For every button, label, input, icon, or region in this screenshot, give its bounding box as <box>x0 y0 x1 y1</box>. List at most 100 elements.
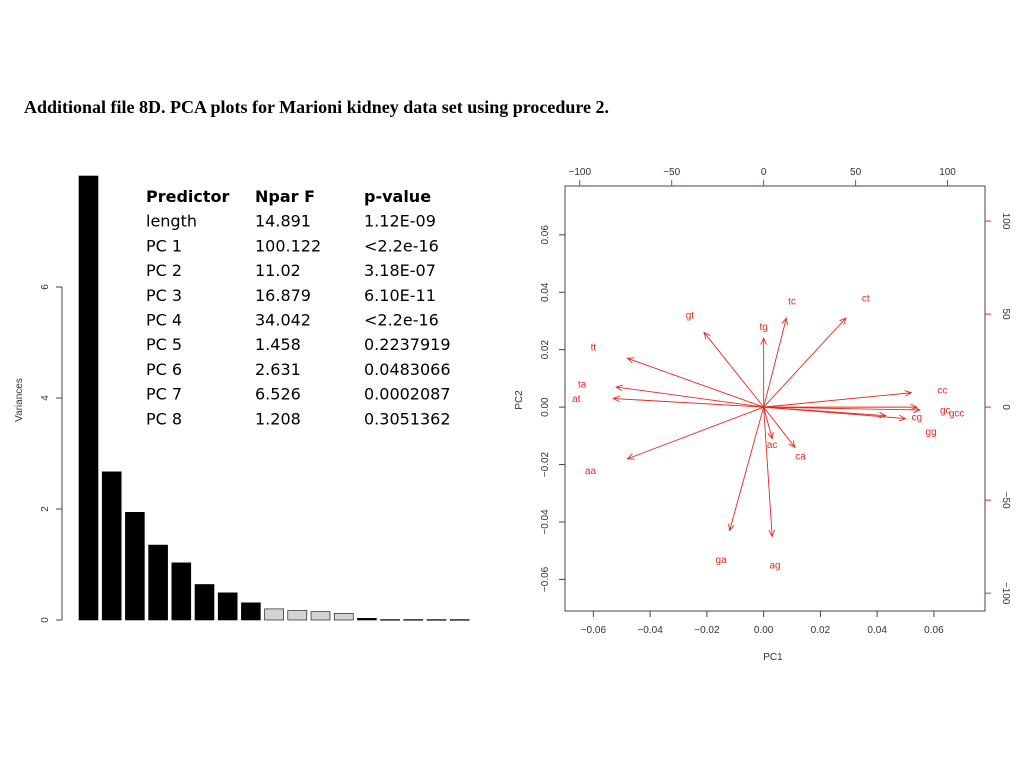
biplot-y-axis-label: PC2 <box>514 390 525 410</box>
biplot-x-tick-label: −0.02 <box>694 625 720 636</box>
table-cell: <2.2e-16 <box>364 236 439 255</box>
loading-label: ta <box>578 380 587 391</box>
loading-arrow <box>763 317 787 408</box>
table-header: Npar F <box>255 187 315 206</box>
biplot-top-tick-label: 100 <box>939 167 956 178</box>
table-header: Predictor <box>146 187 230 206</box>
table-cell: 34.042 <box>255 311 311 330</box>
biplot-y-tick-label: −0.04 <box>540 509 551 535</box>
biplot-x-tick-label: 0.02 <box>811 625 831 636</box>
loading-arrowhead <box>898 414 907 422</box>
loading-label: cc <box>937 385 947 396</box>
loading-label: aa <box>585 466 597 477</box>
biplot-y-tick-label: 0.06 <box>540 225 551 245</box>
scree-bar <box>426 619 447 621</box>
table-cell: 6.526 <box>255 385 301 404</box>
table-header: p-value <box>364 187 431 206</box>
scree-bar <box>217 592 238 621</box>
table-cell: PC 7 <box>146 385 182 404</box>
table-cell: 1.458 <box>255 335 301 354</box>
table-cell: 11.02 <box>255 261 301 280</box>
scree-y-tick-label: 0 <box>40 617 51 623</box>
loading-arrowhead <box>904 390 913 397</box>
table-cell: PC 1 <box>146 236 182 255</box>
biplot-y-tick-label: 0.02 <box>540 340 551 360</box>
scree-bar <box>194 584 215 621</box>
biplot-right-tick-label: 50 <box>1000 309 1011 321</box>
scree-plot: Variances 0 2 4 6 <box>14 175 470 623</box>
scree-bar <box>287 610 308 621</box>
biplot-right-tick-label: −50 <box>1000 492 1011 509</box>
loading-arrowhead <box>614 384 623 392</box>
loading-arrowhead <box>768 529 776 538</box>
loading-arrowhead <box>626 453 635 460</box>
loading-arrow <box>763 317 847 408</box>
biplot-x-axis-label: PC1 <box>763 652 783 663</box>
scree-y-tick-label: 2 <box>40 506 51 512</box>
scree-bar <box>403 619 424 621</box>
loading-arrow <box>763 406 906 420</box>
scree-y-axis-label: Variances <box>14 378 25 422</box>
biplot-y-tick-label: −0.02 <box>540 451 551 477</box>
table-cell: PC 8 <box>146 409 182 428</box>
table-cell: 3.18E-07 <box>364 261 436 280</box>
biplot-right-tick-label: 0 <box>1000 404 1011 410</box>
table-cell: PC 4 <box>146 311 182 330</box>
loading-label: ac <box>767 440 778 451</box>
biplot-right-tick-label: 100 <box>1000 213 1011 230</box>
table-cell: 1.208 <box>255 409 301 428</box>
loading-label: tc <box>788 296 796 307</box>
loading-arrow <box>616 386 764 408</box>
loading-label: gg <box>926 427 937 438</box>
pca-biplot: PC1 PC2 −0.06 −0.04 −0.02 0.00 0.02 0.04 0.06 −… <box>514 167 1011 663</box>
biplot-x-tick-label: 0.06 <box>924 625 944 636</box>
loading-arrowhead <box>703 331 711 340</box>
loading-arrow <box>729 406 765 531</box>
scree-bar <box>148 544 168 621</box>
table-cell: 0.0483066 <box>364 360 451 379</box>
biplot-right-tick-label: −100 <box>1000 582 1011 605</box>
table-cell: 14.891 <box>255 212 311 231</box>
table-cell: PC 2 <box>146 261 182 280</box>
loading-label: ct <box>862 293 870 304</box>
loading-label: tg <box>759 322 767 333</box>
loading-label: gt <box>686 311 695 322</box>
biplot-x-tick-label: 0.04 <box>867 625 887 636</box>
loading-arrowhead <box>728 523 735 532</box>
scree-bar <box>357 618 377 621</box>
table-cell: 100.122 <box>255 236 321 255</box>
table-cell: 1.12E-09 <box>364 212 436 231</box>
biplot-frame <box>564 185 986 612</box>
biplot-top-tick-label: −100 <box>568 167 591 178</box>
loading-arrowhead <box>839 317 847 325</box>
loading-arrow <box>763 406 773 439</box>
loading-label: ga <box>716 555 728 566</box>
loading-arrowhead <box>781 317 788 326</box>
predictor-table: Predictor Npar F p-value length 14.891 1.12E-… <box>146 187 451 428</box>
loading-label: ca <box>795 451 806 462</box>
loading-arrowhead <box>878 412 887 419</box>
loading-arrow <box>627 357 764 408</box>
scree-bar <box>78 175 99 621</box>
scree-bar <box>125 512 145 621</box>
loading-arrow <box>627 406 764 460</box>
loading-arrowhead <box>788 440 796 449</box>
biplot-x-tick-label: 0.00 <box>754 625 774 636</box>
scree-bar <box>241 602 261 621</box>
loading-arrow <box>763 406 920 411</box>
loading-label: ag <box>769 561 780 572</box>
loading-arrowhead <box>767 431 774 440</box>
loading-label: gc <box>940 405 951 416</box>
scree-y-tick-label: 4 <box>40 395 51 401</box>
loading-label: tt <box>591 342 597 353</box>
scree-bar <box>449 619 470 621</box>
loading-label: at <box>572 394 581 405</box>
page-title: Additional file 8D. PCA plots for Marion… <box>24 97 610 117</box>
table-cell: 0.3051362 <box>364 409 451 428</box>
scree-bar <box>380 619 400 621</box>
scree-bar <box>310 611 331 621</box>
biplot-top-tick-label: 0 <box>761 167 767 178</box>
table-cell: 16.879 <box>255 286 311 305</box>
table-cell: PC 6 <box>146 360 182 379</box>
table-cell: length <box>146 212 197 231</box>
